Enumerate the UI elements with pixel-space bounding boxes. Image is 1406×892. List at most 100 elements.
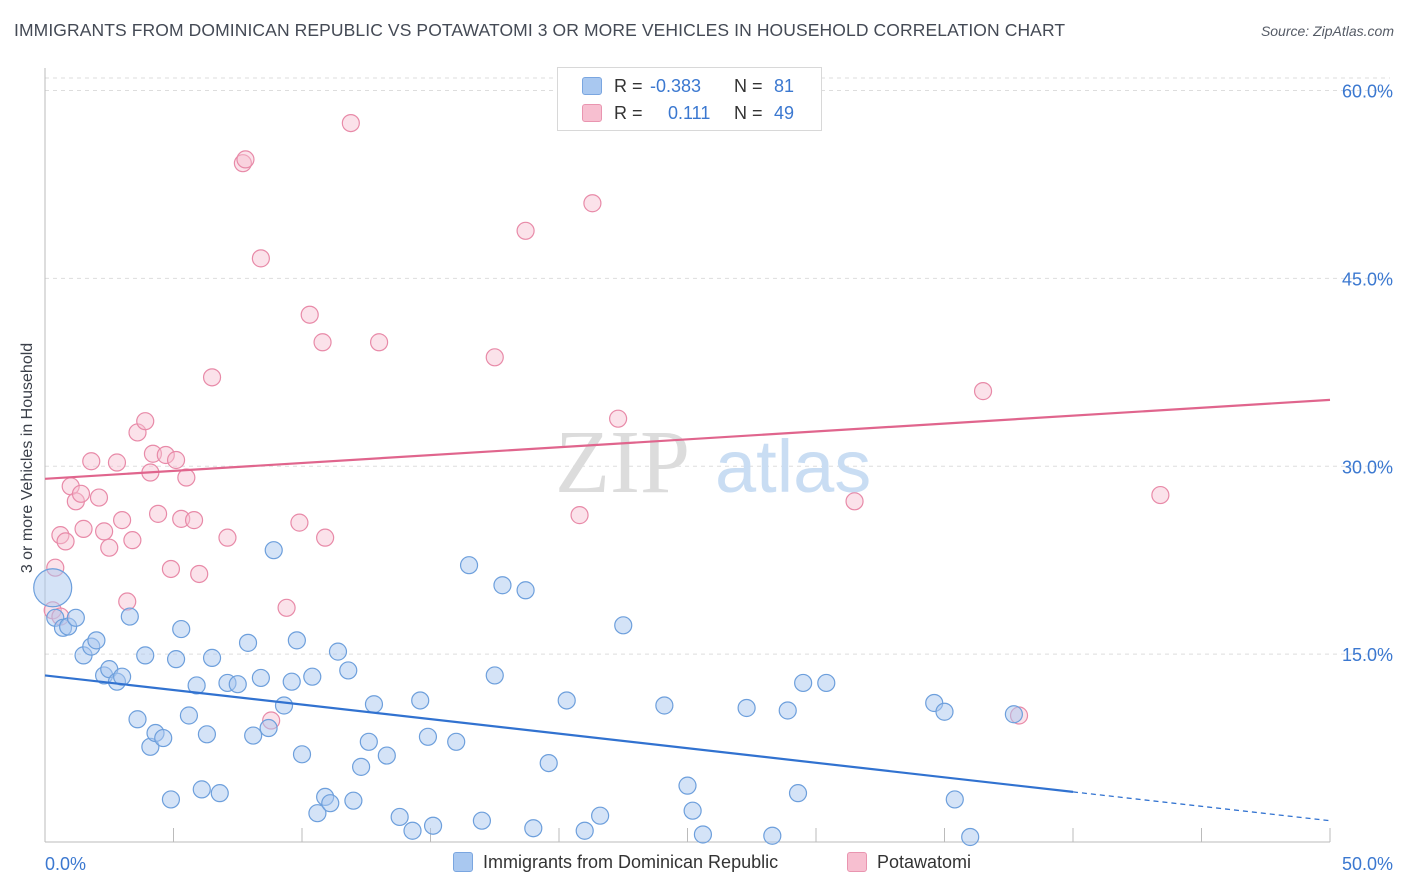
y-axis-label: 3 or more Vehicles in Household <box>19 342 36 574</box>
dominican-point <box>251 668 270 688</box>
potawatomi-point <box>236 150 255 169</box>
potawatomi-point <box>100 538 119 557</box>
dominican-point <box>172 619 191 639</box>
bottom-legend-blue: Immigrants from Dominican Republic <box>453 852 778 873</box>
dominican-point <box>128 710 147 729</box>
dominican-point <box>166 650 186 669</box>
dominican-point <box>292 745 312 764</box>
y-tick-label: 60.0% <box>1342 82 1393 102</box>
dominican-point <box>935 702 954 721</box>
dominican-point <box>794 673 813 693</box>
dominican-point <box>136 646 155 665</box>
potawatomi-point <box>1151 485 1170 505</box>
dominican-point <box>264 541 283 560</box>
dominican-point <box>945 790 964 809</box>
dominican-point <box>352 757 371 776</box>
dominican-point <box>459 556 479 575</box>
legend-n-label: N = <box>734 103 763 123</box>
trend-lines <box>44 398 1331 822</box>
legend-n-value: 49 <box>774 103 795 123</box>
dominican-point <box>591 806 610 825</box>
dominican-point <box>575 821 594 840</box>
dominican-point <box>287 631 306 650</box>
legend-n-value: 81 <box>774 76 795 96</box>
dominican-point <box>472 811 491 830</box>
potawatomi-point <box>341 113 360 133</box>
dominican-point <box>238 633 258 652</box>
dominican-point <box>66 608 85 627</box>
potawatomi-point <box>290 513 309 532</box>
potawatomi-point <box>123 531 142 550</box>
dominican-point <box>364 695 384 714</box>
dominican-point <box>693 825 713 844</box>
dominican-point <box>197 725 217 744</box>
dominican-point <box>161 790 181 809</box>
watermark: ZIP atlas <box>555 413 871 512</box>
potawatomi-point <box>583 194 602 213</box>
potawatomi-point <box>485 348 504 367</box>
potawatomi-point <box>89 488 109 507</box>
dominican-point <box>493 576 512 595</box>
dominican-point <box>228 675 247 694</box>
potawatomi-point <box>300 305 319 324</box>
y-tick-label: 15.0% <box>1342 645 1393 665</box>
potawatomi-point <box>107 453 127 472</box>
legend-r-label: R = <box>614 76 643 96</box>
x-tick-label: 0.0% <box>45 854 86 874</box>
dominican-point <box>817 673 836 693</box>
dominican-point <box>244 726 263 745</box>
legend: R = -0.383 N = 81 R = 0.111 N = 49 <box>557 67 822 131</box>
potawatomi-point <box>143 444 163 463</box>
dominican-point <box>418 727 438 746</box>
potawatomi-point <box>95 522 114 541</box>
dominican-point <box>763 826 782 845</box>
potawatomi-point <box>313 333 332 352</box>
potawatomi-point <box>74 519 93 538</box>
blue-points <box>33 541 1023 847</box>
legend-swatch-blue <box>582 77 602 95</box>
dominican-point <box>678 776 697 795</box>
potawatomi-point <box>156 445 175 465</box>
bottom-legend-pink: Potawatomi <box>847 852 971 873</box>
dominican-trend-extension <box>1072 791 1331 822</box>
dominican-point <box>539 753 558 773</box>
dominican-point <box>390 807 409 827</box>
potawatomi-point <box>370 333 389 352</box>
potawatomi-point <box>112 511 132 530</box>
dominican-point <box>961 827 980 847</box>
axes <box>44 68 1331 843</box>
potawatomi-point <box>118 592 137 611</box>
dominican-point <box>403 821 422 840</box>
potawatomi-trend-line <box>44 398 1331 480</box>
dominican-point <box>274 696 294 715</box>
dominican-point <box>737 698 756 718</box>
potawatomi-point <box>71 484 91 503</box>
dominican-point <box>192 780 211 799</box>
dominican-point <box>202 648 222 667</box>
dominican-point <box>179 706 199 725</box>
potawatomi-point <box>148 504 168 523</box>
dominican-point <box>259 718 278 738</box>
dominican-point <box>33 568 73 608</box>
tick-labels: 15.0% 30.0% 45.0% 60.0% 0.0% 50.0% <box>45 82 1393 874</box>
y-tick-label: 45.0% <box>1342 269 1393 289</box>
potawatomi-point <box>161 559 181 579</box>
source-credit: Source: ZipAtlas.com <box>1260 23 1394 39</box>
potawatomi-point <box>172 509 191 528</box>
dominican-point <box>120 607 139 626</box>
pink-points <box>43 113 1170 730</box>
potawatomi-point <box>190 564 209 584</box>
dominican-point <box>377 746 396 765</box>
watermark-atlas: atlas <box>715 425 871 508</box>
potawatomi-point <box>277 598 296 617</box>
dominican-point <box>303 667 322 686</box>
bottom-legend-label-pink: Potawatomi <box>877 852 972 872</box>
potawatomi-point <box>166 450 186 470</box>
potawatomi-point <box>609 409 628 428</box>
potawatomi-point <box>202 368 222 387</box>
legend-n-label: N = <box>734 76 763 96</box>
dominican-point <box>788 784 808 803</box>
dominican-point <box>308 804 327 823</box>
dominican-point <box>516 581 535 600</box>
